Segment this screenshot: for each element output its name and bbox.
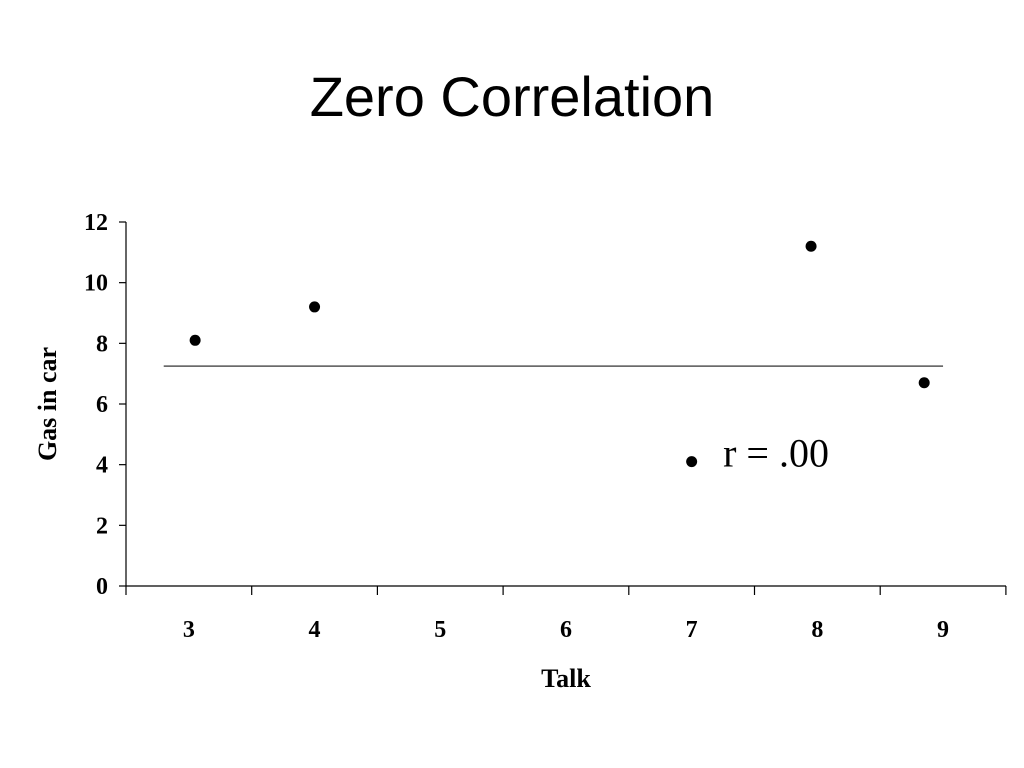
x-tick-label: 6 — [560, 617, 572, 643]
data-point — [686, 456, 698, 468]
x-tick-label: 4 — [309, 617, 321, 643]
correlation-annotation: r = .00 — [723, 431, 829, 476]
data-point — [805, 240, 817, 252]
y-tick-label: 10 — [84, 271, 108, 297]
x-axis-label: Talk — [541, 664, 591, 693]
data-point — [918, 377, 930, 389]
y-tick-label: 12 — [84, 210, 108, 236]
x-tick-label: 8 — [811, 617, 823, 643]
data-points — [189, 240, 930, 468]
x-tick-label: 9 — [937, 617, 949, 643]
x-tick-label: 7 — [686, 617, 698, 643]
y-tick-label: 8 — [96, 331, 108, 357]
y-axis-label: Gas in car — [33, 347, 62, 461]
y-tick-label: 2 — [96, 513, 108, 539]
x-axis: 3 4 5 6 7 8 9 — [125, 585, 1007, 643]
y-axis: 0 2 4 6 8 10 12 — [84, 210, 127, 600]
data-point — [309, 301, 321, 313]
data-point — [189, 334, 201, 346]
slide-title: Zero Correlation — [309, 65, 715, 128]
y-tick-label: 6 — [96, 392, 108, 418]
x-tick-label: 5 — [434, 617, 446, 643]
y-tick-label: 4 — [96, 453, 108, 479]
x-tick-label: 3 — [183, 617, 195, 643]
y-tick-label: 0 — [96, 574, 108, 600]
